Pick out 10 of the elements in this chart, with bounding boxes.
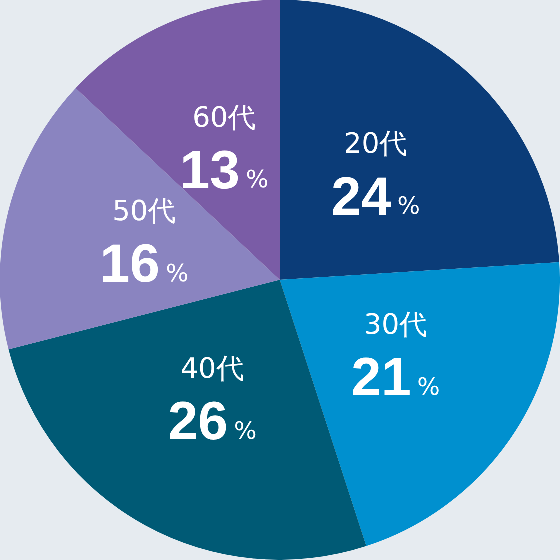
slice-label: 30代 [364, 308, 428, 341]
data-label: 26% [168, 392, 257, 452]
data-label: 16% [100, 234, 189, 294]
data-label: 21% [351, 348, 440, 408]
slice-label: 60代 [192, 100, 256, 134]
data-label: 24% [331, 166, 420, 227]
slice-label: 40代 [180, 352, 244, 385]
data-label: 13% [180, 140, 269, 200]
slice-label: 20代 [344, 127, 408, 160]
slice-label: 50代 [112, 194, 176, 228]
